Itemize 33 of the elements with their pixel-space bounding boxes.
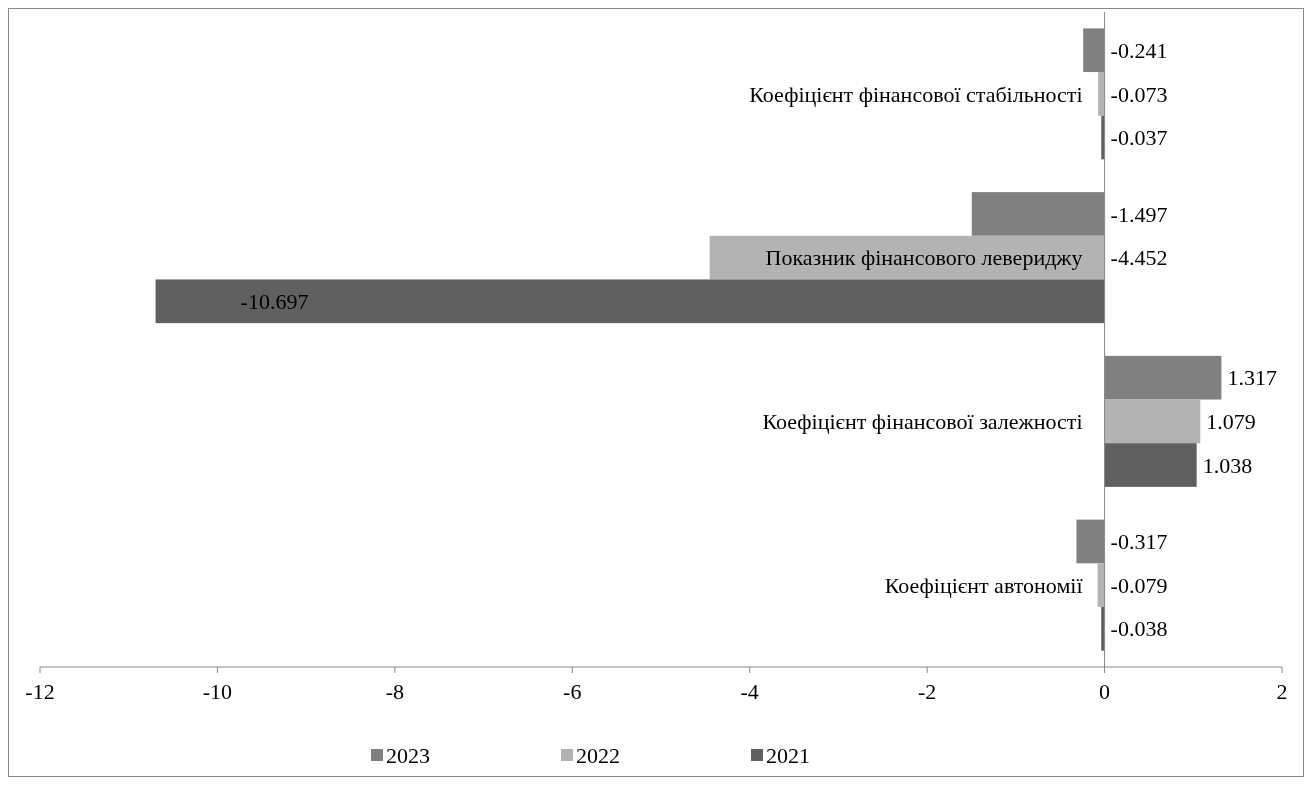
x-tick-label: -12 <box>25 679 55 704</box>
legend-label: 2021 <box>766 742 810 768</box>
x-tick-label: -2 <box>917 679 937 704</box>
x-tick-label: -4 <box>740 679 759 704</box>
data-label: -0.079 <box>1110 572 1168 598</box>
data-label: 1.317 <box>1227 365 1277 391</box>
bar <box>1101 606 1105 651</box>
legend-label: 2022 <box>576 742 620 768</box>
bar <box>1098 72 1105 116</box>
data-label: -4.452 <box>1110 245 1168 271</box>
y-tick-label: Показник фінансового левериджу <box>765 245 1083 271</box>
x-tick-label: -8 <box>385 679 405 704</box>
x-tick-label: 0 <box>1099 679 1111 704</box>
data-label: 1.079 <box>1206 409 1256 435</box>
data-label: -0.241 <box>1110 37 1168 63</box>
data-label: 1.038 <box>1202 452 1253 478</box>
data-label: -0.037 <box>1110 125 1168 151</box>
bar <box>155 279 1105 324</box>
data-label: -1.497 <box>1110 201 1168 227</box>
data-label: -0.073 <box>1110 81 1168 107</box>
data-label: -0.317 <box>1110 529 1168 555</box>
bar <box>1104 443 1197 487</box>
y-tick-label: Коефіцієнт автономії <box>884 572 1084 598</box>
x-tick-label: 2 <box>1276 679 1288 704</box>
x-tick-label: -10 <box>202 679 233 704</box>
legend-label: 2023 <box>386 742 430 768</box>
x-tick-label: -6 <box>563 679 582 704</box>
bar <box>1104 399 1201 444</box>
data-label: -10.697 <box>240 288 309 314</box>
data-label: -0.038 <box>1110 616 1168 642</box>
y-tick-label: Коефіцієнт фінансової стабільності <box>749 81 1083 107</box>
y-tick-label: Коефіцієнт фінансової залежності <box>762 409 1083 435</box>
bar <box>1101 115 1105 160</box>
